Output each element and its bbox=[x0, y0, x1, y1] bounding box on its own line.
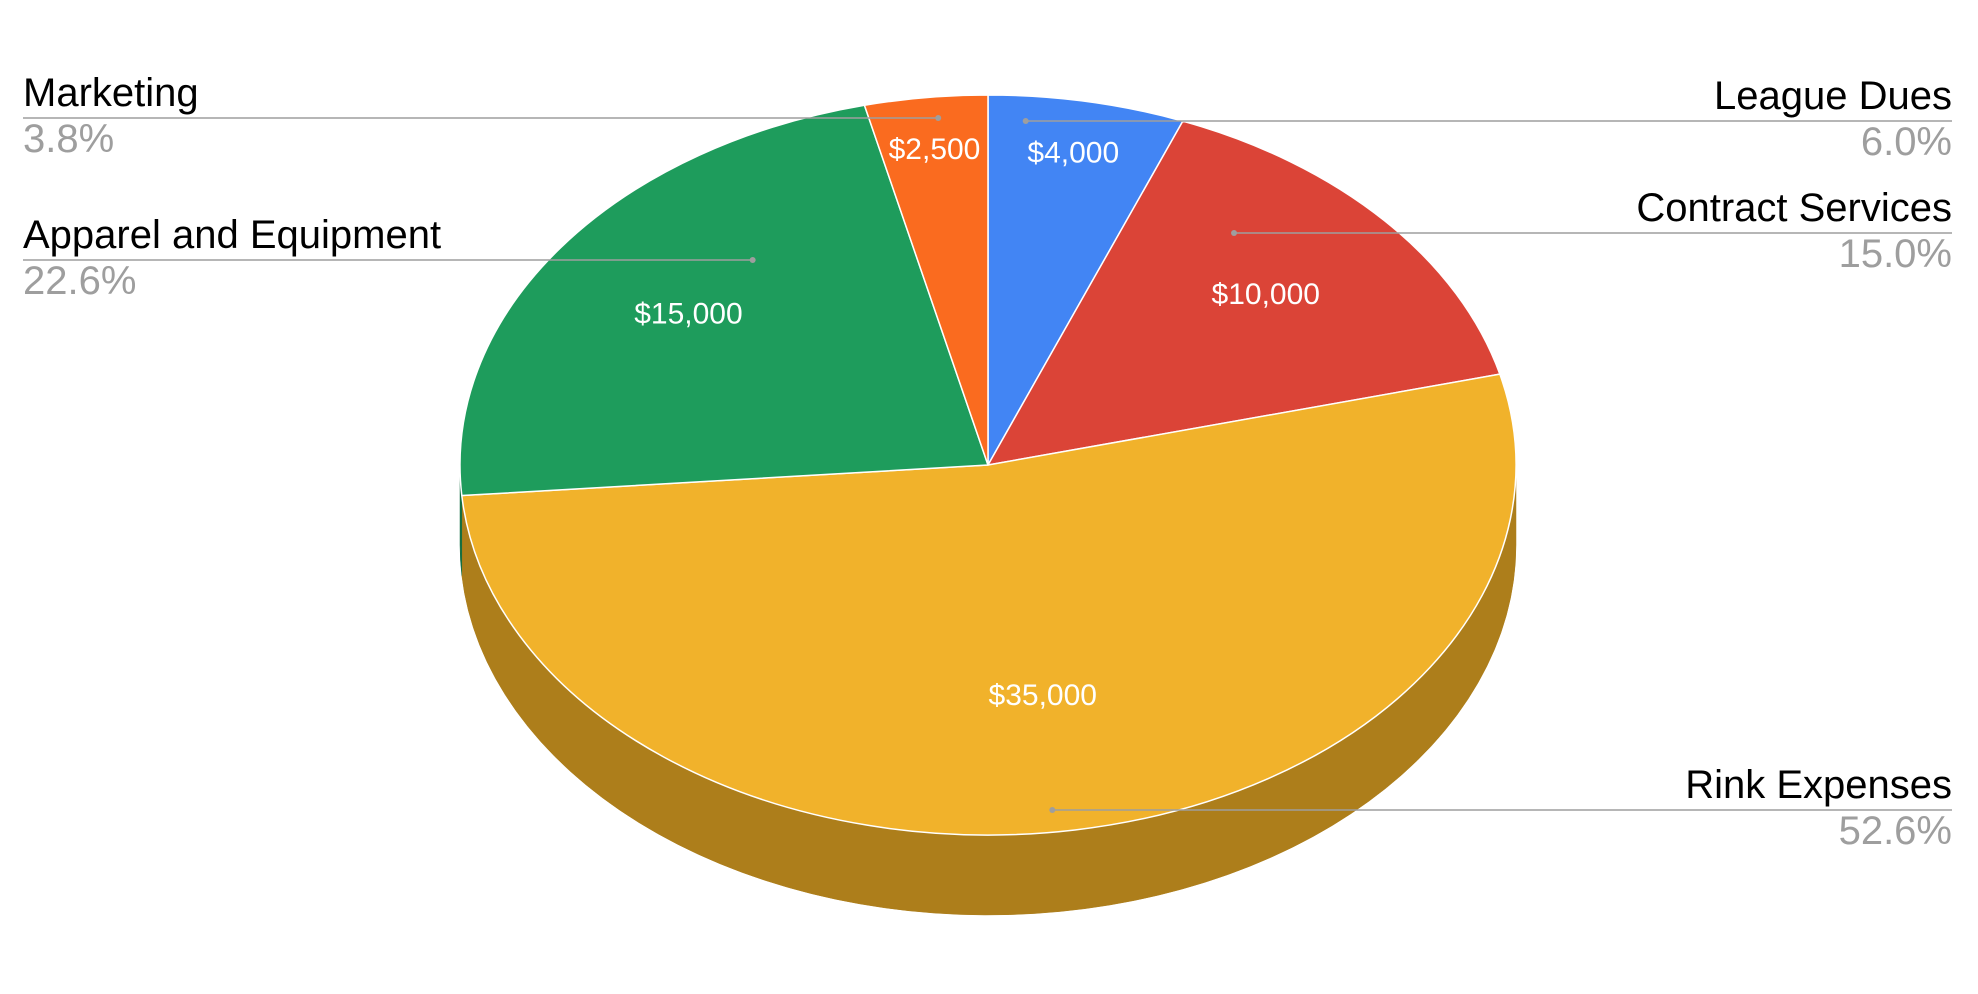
leader-lines bbox=[23, 115, 1952, 813]
slice-percent-label: 15.0% bbox=[1839, 232, 1952, 276]
slice-marketing bbox=[863, 94, 989, 466]
leader-dot bbox=[1022, 118, 1029, 124]
slice-name-label: Marketing bbox=[23, 71, 199, 115]
slice-value-labels: $4,000 $10,000 $35,000 $15,000 $2,500 bbox=[634, 133, 1320, 712]
slice-apparel-and-equipment bbox=[459, 104, 989, 497]
leader-dot bbox=[1049, 807, 1056, 813]
slice-value-label: $35,000 bbox=[989, 679, 1097, 712]
slice-league-dues bbox=[987, 94, 1184, 466]
slice-name-label: Rink Expenses bbox=[1685, 763, 1952, 807]
pie-top-layer bbox=[459, 94, 1517, 836]
slice-percent-label: 3.8% bbox=[23, 117, 114, 161]
slice-rink-expenses bbox=[461, 373, 1517, 836]
slice-name-label: Apparel and Equipment bbox=[23, 213, 441, 257]
leader-dot bbox=[1231, 230, 1238, 236]
slice-percent-label: 22.6% bbox=[23, 259, 136, 303]
slice-value-label: $4,000 bbox=[1027, 136, 1119, 169]
slice-percent-label: 6.0% bbox=[1861, 120, 1952, 164]
slice-value-label: $2,500 bbox=[889, 133, 981, 166]
slice-value-label: $15,000 bbox=[634, 297, 742, 330]
slice-name-label: Contract Services bbox=[1636, 186, 1952, 230]
slice-contract-services bbox=[987, 120, 1501, 466]
slice-name-label: League Dues bbox=[1714, 74, 1952, 118]
slice-percent-label: 52.6% bbox=[1839, 809, 1952, 853]
slice-value-label: $10,000 bbox=[1212, 278, 1320, 311]
leader-dot bbox=[935, 115, 942, 121]
leader-dot bbox=[749, 257, 756, 263]
